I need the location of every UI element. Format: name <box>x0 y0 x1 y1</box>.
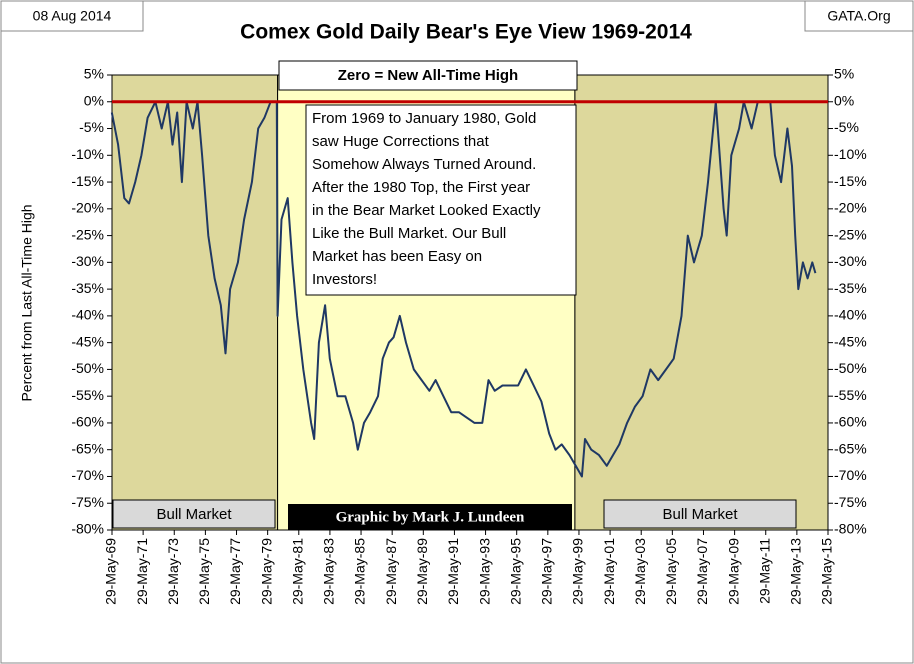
x-tick-label: 29-May-91 <box>445 538 461 605</box>
y2-tick-label: -45% <box>834 333 867 349</box>
x-tick-label: 29-May-75 <box>196 538 212 605</box>
y2-tick-label: -65% <box>834 440 867 456</box>
x-tick-label: 29-May-15 <box>819 538 835 605</box>
y2-tick-label: -50% <box>834 360 867 376</box>
x-tick-label: 29-May-87 <box>383 538 399 605</box>
x-tick-label: 29-May-85 <box>352 538 368 605</box>
y2-tick-label: 5% <box>834 66 854 82</box>
y2-tick-label: -60% <box>834 414 867 430</box>
x-tick-label: 29-May-89 <box>414 538 430 605</box>
x-tick-label: 29-May-05 <box>663 538 679 605</box>
x-tick-label: 29-May-81 <box>289 538 305 605</box>
note-line: After the 1980 Top, the First year <box>312 179 530 196</box>
x-tick-label: 29-May-09 <box>725 538 741 605</box>
x-tick-label: 29-May-97 <box>539 538 555 605</box>
y-tick-label: -75% <box>71 494 104 510</box>
y2-tick-label: -55% <box>834 387 867 403</box>
note-line: Investors! <box>312 271 377 288</box>
x-tick-label: 29-May-03 <box>632 538 648 605</box>
x-tick-label: 29-May-99 <box>570 538 586 605</box>
y-tick-label: -40% <box>71 307 104 323</box>
y-tick-label: -50% <box>71 360 104 376</box>
span-label-box <box>603 499 797 529</box>
y-tick-label: -60% <box>71 414 104 430</box>
note-line: in the Bear Market Looked Exactly <box>312 202 541 219</box>
y-tick-label: 0% <box>84 92 104 108</box>
note-line: Market has been Easy on <box>312 248 482 265</box>
y2-tick-label: -15% <box>834 173 867 189</box>
y2-tick-label: -70% <box>834 467 867 483</box>
note-line: saw Huge Corrections that <box>312 133 490 150</box>
zero-note-box <box>278 60 578 91</box>
y2-tick-label: -35% <box>834 280 867 296</box>
source-box <box>804 0 914 32</box>
x-tick-label: 29-May-83 <box>321 538 337 605</box>
source-label: GATA.Org <box>827 8 890 24</box>
span <box>111 74 279 531</box>
x-tick-label: 29-May-69 <box>103 538 119 605</box>
y-tick-label: -5% <box>79 119 104 135</box>
y2-tick-label: -25% <box>834 226 867 242</box>
date-box <box>0 0 144 32</box>
x-tick-label: 29-May-79 <box>258 538 274 605</box>
y-axis-label: Percent from Last All-Time High <box>19 204 35 401</box>
y-tick-label: -55% <box>71 387 104 403</box>
credit-box <box>288 504 572 530</box>
x-tick-label: 29-May-07 <box>694 538 710 605</box>
y-tick-label: -35% <box>71 280 104 296</box>
x-tick-label: 29-May-13 <box>788 538 804 605</box>
y-tick-label: -10% <box>71 146 104 162</box>
y-tick-label: -65% <box>71 440 104 456</box>
x-tick-label: 29-May-01 <box>601 538 617 605</box>
y2-tick-label: -20% <box>834 200 867 216</box>
y-tick-label: -25% <box>71 226 104 242</box>
x-tick-label: 29-May-73 <box>165 538 181 605</box>
chart-title: Comex Gold Daily Bear's Eye View 1969-20… <box>240 21 692 44</box>
x-tick-label: 29-May-95 <box>507 538 523 605</box>
note-line: Like the Bull Market. Our Bull <box>312 225 506 242</box>
note-line: From 1969 to January 1980, Gold <box>312 110 536 127</box>
span <box>574 74 829 531</box>
y2-tick-label: -40% <box>834 307 867 323</box>
y2-tick-label: -75% <box>834 494 867 510</box>
y-tick-label: -45% <box>71 333 104 349</box>
line-series <box>110 100 817 478</box>
y-tick-label: -30% <box>71 253 104 269</box>
y-tick-label: -80% <box>71 521 104 537</box>
x-tick-label: 29-May-71 <box>134 538 150 605</box>
y-tick-label: 5% <box>84 66 104 82</box>
note-box <box>305 104 577 296</box>
y-tick-label: -15% <box>71 173 104 189</box>
y-tick-label: -70% <box>71 467 104 483</box>
y-tick-label: -20% <box>71 200 104 216</box>
y2-tick-label: -10% <box>834 146 867 162</box>
zero-note: Zero = New All-Time High <box>338 67 518 84</box>
credit: Graphic by Mark J. Lundeen <box>336 509 525 525</box>
y2-tick-label: 0% <box>834 92 854 108</box>
span-label: Bull Market <box>662 506 738 523</box>
note-line: Somehow Always Turned Around. <box>312 156 536 173</box>
y2-tick-label: -5% <box>834 119 859 135</box>
y2-tick-label: -80% <box>834 521 867 537</box>
x-tick-label: 29-May-77 <box>227 538 243 605</box>
y2-tick-label: -30% <box>834 253 867 269</box>
span-label: Bull Market <box>156 506 232 523</box>
span-label-box <box>112 499 276 529</box>
date-label: 08 Aug 2014 <box>33 8 112 24</box>
x-tick-label: 29-May-11 <box>756 538 772 604</box>
x-tick-label: 29-May-93 <box>476 538 492 605</box>
